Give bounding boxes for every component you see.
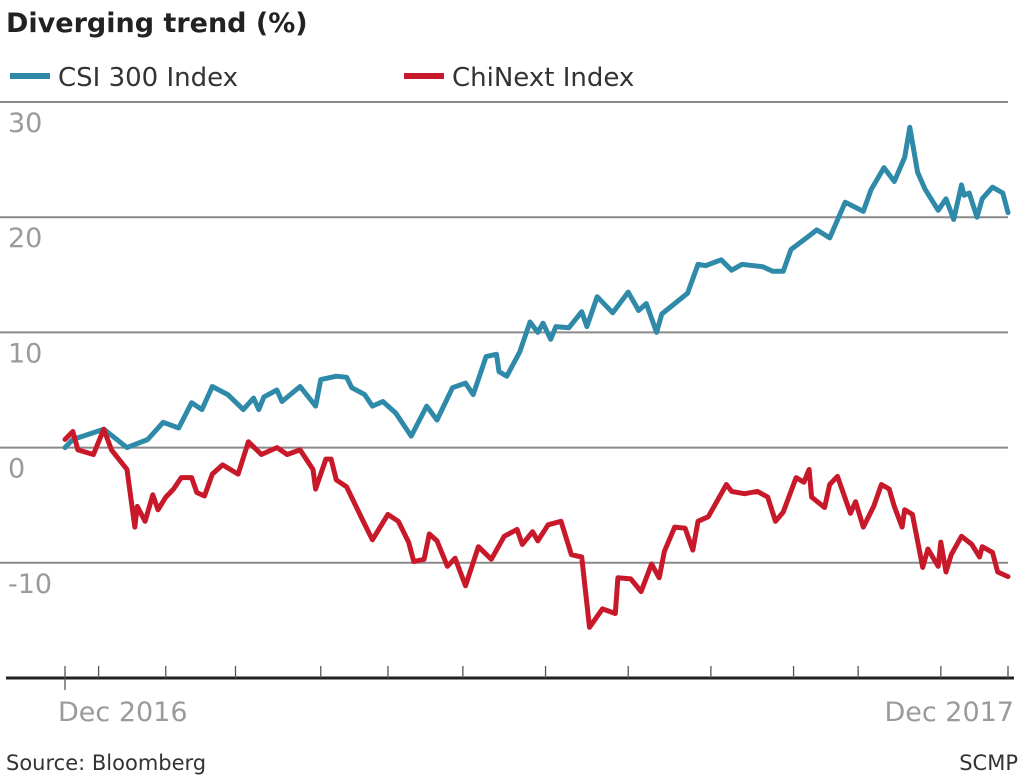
x-tick-label-end: Dec 2017 bbox=[884, 697, 1014, 728]
legend-item-chinext: ChiNext Index bbox=[404, 63, 634, 93]
y-tick-label: 30 bbox=[8, 108, 42, 139]
y-tick-label: 10 bbox=[8, 338, 42, 369]
chart-title: Diverging trend (%) bbox=[6, 8, 308, 39]
series-line-chinext-index bbox=[62, 426, 1011, 630]
x-axis bbox=[6, 666, 1014, 690]
series-lines bbox=[62, 124, 1011, 630]
gridlines bbox=[0, 101, 1008, 564]
legend-item-csi300: CSI 300 Index bbox=[10, 63, 238, 93]
source-note: Source: Bloomberg bbox=[6, 751, 206, 775]
y-tick-label: 0 bbox=[8, 454, 25, 485]
x-tick-label-start: Dec 2016 bbox=[58, 697, 188, 728]
credit: SCMP bbox=[959, 751, 1018, 775]
y-tick-label: 20 bbox=[8, 223, 42, 254]
series-line-csi-300-index bbox=[62, 124, 1011, 451]
legend-label-csi300: CSI 300 Index bbox=[58, 63, 238, 93]
legend-label-chinext: ChiNext Index bbox=[452, 63, 634, 93]
y-axis-labels: 30 20 10 0 -10 bbox=[8, 108, 52, 600]
y-tick-label: -10 bbox=[8, 569, 52, 600]
legend: CSI 300 Index ChiNext Index bbox=[10, 63, 634, 93]
